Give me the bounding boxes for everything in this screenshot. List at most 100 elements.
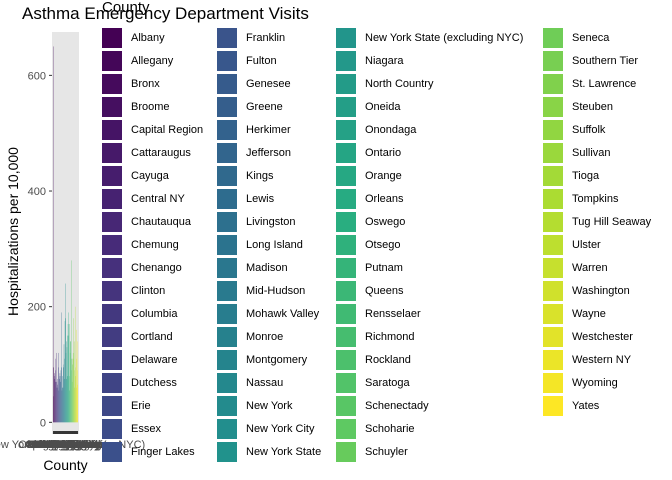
x-tick-label: Warren bbox=[58, 439, 94, 451]
legend-label: Delaware bbox=[131, 354, 178, 366]
legend-item: Bronx bbox=[102, 73, 160, 95]
x-tick-label: Westchester bbox=[46, 439, 107, 451]
legend-item: Madison bbox=[217, 257, 288, 279]
legend-key bbox=[217, 212, 237, 232]
legend-item: Queens bbox=[336, 280, 404, 302]
legend-label: Livingston bbox=[246, 216, 296, 228]
legend-key bbox=[336, 97, 356, 117]
legend-item: Orleans bbox=[336, 188, 404, 210]
legend-item: Washington bbox=[543, 280, 630, 302]
legend-label: Herkimer bbox=[246, 124, 291, 136]
x-tick-label: Niagara bbox=[47, 439, 86, 451]
legend-key bbox=[543, 327, 563, 347]
x-tick-label: Central NY bbox=[29, 439, 83, 451]
legend-key bbox=[102, 51, 122, 71]
legend-label: Seneca bbox=[572, 32, 610, 44]
legend-item: Suffolk bbox=[543, 119, 605, 141]
x-tick-label: Long Island bbox=[34, 439, 91, 451]
legend-item: Putnam bbox=[336, 257, 403, 279]
legend-item: Allegany bbox=[102, 50, 173, 72]
legend-key bbox=[336, 396, 356, 416]
legend-key bbox=[102, 350, 122, 370]
legend-label: St. Lawrence bbox=[572, 78, 637, 90]
legend-key bbox=[217, 97, 237, 117]
legend-key bbox=[217, 442, 237, 462]
legend-label: Wayne bbox=[572, 308, 606, 320]
legend-key bbox=[336, 258, 356, 278]
legend-label: Chenango bbox=[131, 262, 182, 274]
legend-item: Schoharie bbox=[336, 418, 415, 440]
legend-item: Orange bbox=[336, 165, 402, 187]
legend-label: Dutchess bbox=[131, 377, 177, 389]
legend-key bbox=[543, 235, 563, 255]
legend-item: Central NY bbox=[102, 188, 185, 210]
x-tick-label: Wyoming bbox=[55, 439, 101, 451]
legend-item: Wyoming bbox=[543, 372, 618, 394]
legend-label: Oswego bbox=[365, 216, 406, 228]
legend-key bbox=[102, 166, 122, 186]
x-tick-label: Jefferson bbox=[39, 439, 84, 451]
legend-item: Yates bbox=[543, 395, 599, 417]
legend-label: Fulton bbox=[246, 55, 277, 67]
legend-label: Tug Hill Seaway bbox=[572, 216, 652, 228]
legend-item: Montgomery bbox=[217, 349, 307, 371]
legend-label: Essex bbox=[131, 423, 161, 435]
legend-item: Essex bbox=[102, 418, 161, 440]
legend-key bbox=[102, 120, 122, 140]
legend-key bbox=[336, 51, 356, 71]
legend-label: Wyoming bbox=[572, 377, 618, 389]
legend-label: Central NY bbox=[131, 193, 185, 205]
x-tick-label: Queens bbox=[50, 439, 89, 451]
legend-item: North Country bbox=[336, 73, 433, 95]
legend-item: New York City bbox=[217, 418, 314, 440]
x-tick-label: Yates bbox=[64, 439, 92, 451]
legend-item: Finger Lakes bbox=[102, 441, 195, 463]
legend-key bbox=[102, 327, 122, 347]
x-tick-label: Orleans bbox=[49, 439, 88, 451]
x-tick-label: Mid-Hudson bbox=[34, 439, 93, 451]
legend-item: Steuben bbox=[543, 96, 613, 118]
legend-key bbox=[102, 212, 122, 232]
legend-item: Mohawk Valley bbox=[217, 303, 319, 325]
x-tick-label: Saratoga bbox=[49, 439, 95, 451]
legend-label: Nassau bbox=[246, 377, 284, 389]
legend-key bbox=[543, 396, 563, 416]
legend-label: Mohawk Valley bbox=[246, 308, 320, 320]
legend-item: Long Island bbox=[217, 234, 303, 256]
x-tick-label: Washington bbox=[47, 439, 105, 451]
legend-item: Rensselaer bbox=[336, 303, 421, 325]
legend-label: Chemung bbox=[131, 239, 179, 251]
legend-label: Suffolk bbox=[572, 124, 606, 136]
legend-key bbox=[543, 143, 563, 163]
x-tick-label: Onondaga bbox=[42, 439, 94, 451]
legend-key bbox=[543, 350, 563, 370]
x-tick-label: Fulton bbox=[45, 439, 76, 451]
legend-label: Schoharie bbox=[365, 423, 415, 435]
legend-key bbox=[336, 120, 356, 140]
x-tick-label: Rensselaer bbox=[42, 439, 98, 451]
legend-label: Clinton bbox=[131, 285, 166, 297]
legend-item: Greene bbox=[217, 96, 283, 118]
x-tick-label: Cayuga bbox=[36, 439, 75, 451]
legend-label: Albany bbox=[131, 32, 165, 44]
legend-item: Kings bbox=[217, 165, 274, 187]
legend-label: New York bbox=[246, 400, 293, 412]
x-tick-label: Chenango bbox=[31, 439, 82, 451]
legend-label: Schuyler bbox=[365, 446, 408, 458]
x-tick-label: Cortland bbox=[37, 439, 79, 451]
legend-key bbox=[102, 396, 122, 416]
x-tick-label: Greene bbox=[42, 439, 79, 451]
legend-label: Niagara bbox=[365, 55, 404, 67]
legend-key bbox=[336, 419, 356, 439]
legend-key bbox=[336, 281, 356, 301]
legend-item: Monroe bbox=[217, 326, 283, 348]
legend-key bbox=[217, 166, 237, 186]
x-tick-label: Putnam bbox=[50, 439, 88, 451]
legend-label: Orleans bbox=[365, 193, 404, 205]
legend-item: Cortland bbox=[102, 326, 173, 348]
legend-item: Mid-Hudson bbox=[217, 280, 305, 302]
legend-label: Capital Region bbox=[131, 124, 204, 136]
legend-label: Western NY bbox=[572, 354, 632, 366]
legend-label: Greene bbox=[246, 101, 283, 113]
